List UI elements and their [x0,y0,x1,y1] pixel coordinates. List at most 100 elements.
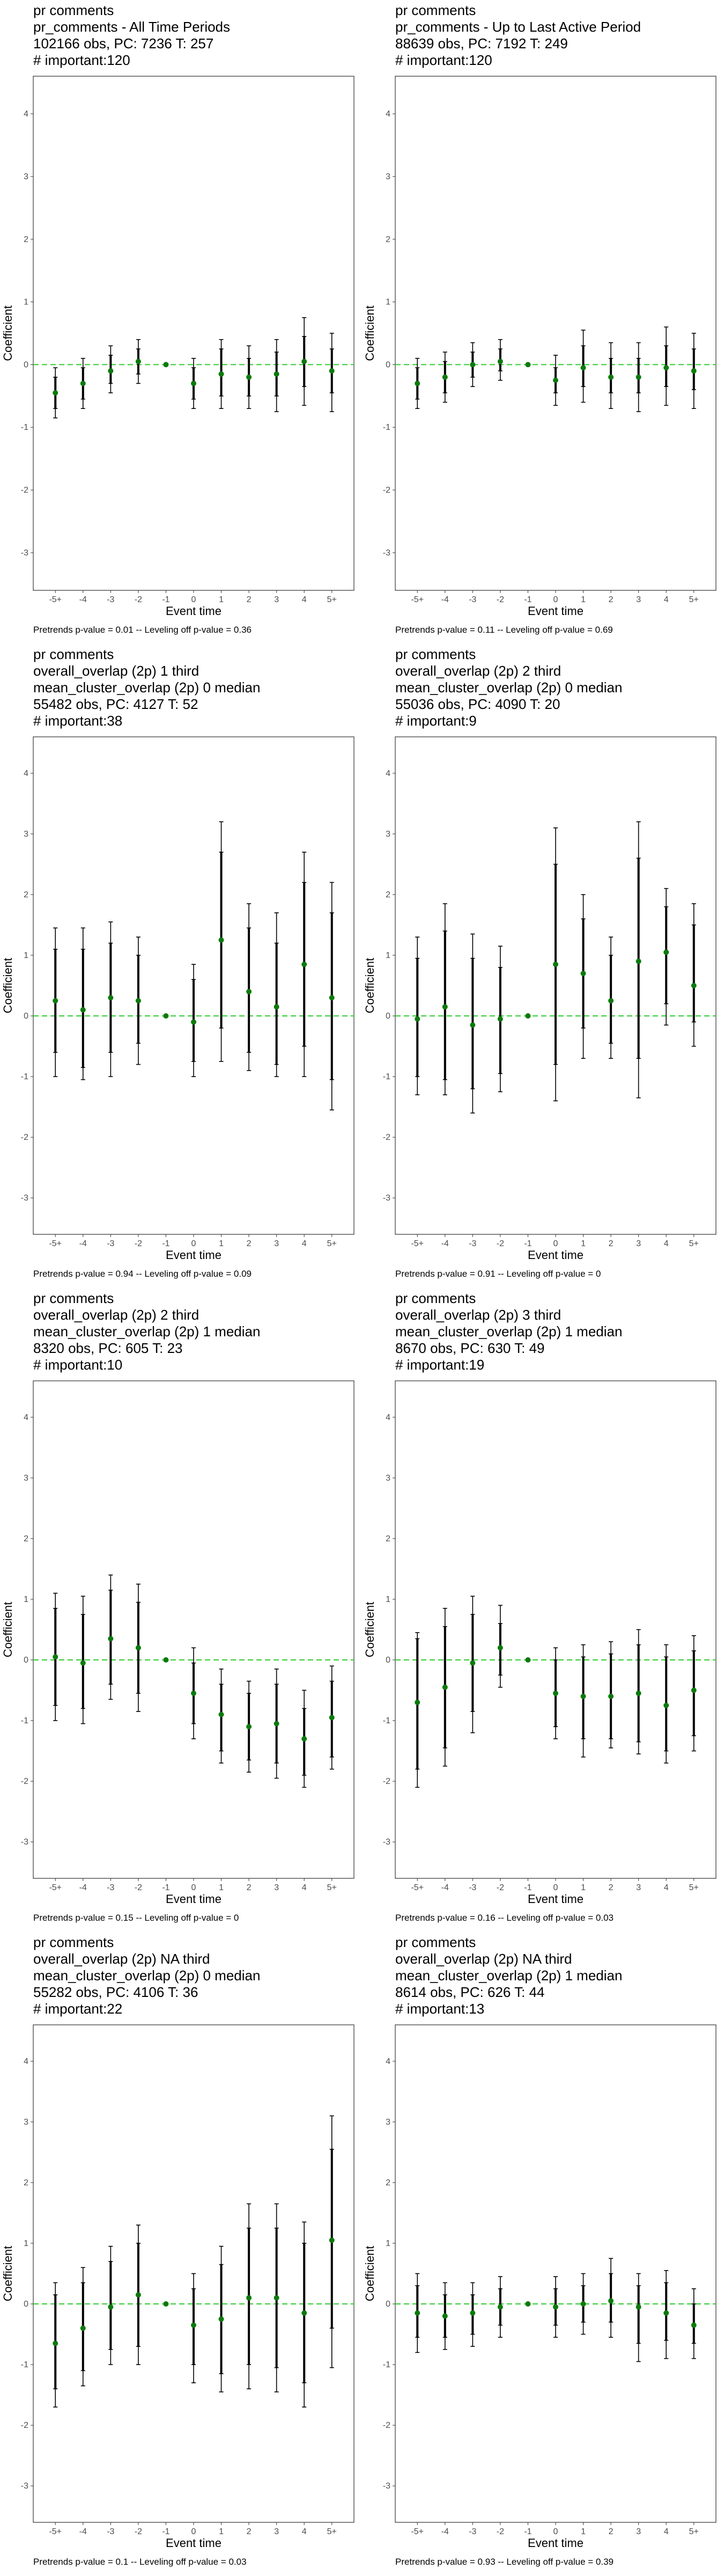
estimate-point [636,958,641,964]
estimate-point [553,2304,558,2310]
x-tick-label: -3 [469,595,476,604]
y-tick-label: 2 [386,890,390,899]
y-tick-label: -3 [21,1838,28,1847]
estimate-point [191,1019,196,1025]
plot-area [395,2024,716,2523]
header-line-1: pr comments [395,1290,476,1306]
x-tick-label: -4 [79,595,87,604]
x-tick-label: 0 [553,595,558,604]
estimate-point [525,362,531,368]
x-tick-label: 0 [191,1883,196,1892]
x-tick-label: -1 [524,1883,531,1892]
header-line-3: mean_cluster_overlap (2p) 0 median [33,1967,261,1984]
y-tick-label: 2 [24,890,28,899]
x-tick-label: -3 [469,2527,476,2536]
estimate-point [415,2310,420,2316]
header-line-5: # important:22 [33,2001,123,2017]
y-tick-label: 4 [24,109,28,119]
estimate-point [691,1687,697,1693]
estimate-point [274,1721,279,1726]
estimate-point [163,2301,169,2307]
estimate-point [497,1016,503,1022]
header-line-4: 8614 obs, PC: 626 T: 44 [395,1984,545,2000]
estimate-point [274,2295,279,2301]
header-line-1: pr comments [33,2,114,18]
y-tick-label: 1 [24,951,28,960]
y-tick-label: 4 [24,2057,28,2066]
header-line-1: pr comments [395,2,476,18]
y-tick-label: -1 [21,1716,28,1725]
x-tick-label: -4 [441,2527,449,2536]
estimate-point [415,380,420,386]
x-tick-label: 2 [609,595,614,604]
x-tick-label: 1 [581,1883,586,1892]
estimate-point [442,374,448,380]
x-tick-label: 2 [609,1239,614,1248]
estimate-point [108,368,114,374]
x-tick-label: 0 [553,2527,558,2536]
estimate-point [246,374,252,380]
header-line-4: 8320 obs, PC: 605 T: 23 [33,1340,183,1356]
x-tick-label: 1 [219,595,224,604]
y-tick-label: -1 [383,1072,390,1081]
x-tick-label: 1 [219,1239,224,1248]
estimate-point [218,371,224,377]
y-tick-label: 4 [386,2057,390,2066]
header-line-2: pr_comments - Up to Last Active Period [395,19,641,35]
y-tick-label: 1 [24,1595,28,1604]
header-line-2: overall_overlap (2p) NA third [395,1951,572,1967]
x-tick-label: -3 [469,1239,476,1248]
x-tick-label: -3 [107,1883,114,1892]
estimate-point [80,1007,86,1013]
x-tick-label: 2 [247,2527,252,2536]
estimate-point [246,1724,252,1730]
y-tick-label: -2 [383,2421,390,2430]
chart-panel-4: pr comments overall_overlap (2p) 2 third m… [362,644,724,1288]
x-axis-label: Event time [166,2536,221,2550]
estimate-point [108,1636,114,1642]
y-tick-label: 3 [386,830,390,839]
estimate-point [636,2304,641,2310]
header-line-2: overall_overlap (2p) 2 third [33,1307,200,1323]
x-tick-label: -2 [497,1239,504,1248]
estimate-point [246,2295,252,2301]
y-tick-label: 4 [386,1413,390,1422]
estimate-point [470,2310,476,2316]
x-tick-label: -5+ [49,1883,62,1892]
estimate-point [80,380,86,386]
x-tick-label: -1 [162,1239,169,1248]
y-tick-label: -3 [383,2482,390,2491]
y-tick-label: 4 [386,109,390,119]
estimate-point [329,995,335,1001]
header-line-1: pr comments [33,1290,114,1306]
x-tick-label: 4 [302,1239,307,1248]
estimate-point [108,995,114,1001]
y-tick-label: 3 [24,830,28,839]
estimate-point [497,358,503,364]
chart-header: pr comments overall_overlap (2p) 3 third m… [395,1290,622,1373]
pvalue-footer: Pretrends p-value = 0.1 -- Leveling off … [33,2557,247,2567]
pvalue-footer: Pretrends p-value = 0.93 -- Leveling off… [395,2557,614,2567]
y-tick-label: 4 [24,769,28,778]
x-tick-label: -1 [162,2527,169,2536]
x-axis-label: Event time [528,2536,583,2550]
estimate-point [553,377,558,383]
chart-panel-2: pr comments pr_comments - Up to Last Acti… [362,0,724,644]
header-line-1: pr comments [395,646,476,662]
estimate-point [53,998,58,1004]
x-tick-label: -3 [107,2527,114,2536]
y-axis-label: Coefficient [363,305,376,361]
y-tick-label: 2 [386,1534,390,1543]
x-tick-label: 3 [274,1883,279,1892]
estimate-point [301,1736,307,1741]
x-tick-label: -4 [441,1883,449,1892]
header-line-2: overall_overlap (2p) 3 third [395,1307,562,1323]
y-tick-label: 1 [386,951,390,960]
x-tick-label: 4 [302,595,307,604]
estimate-point [163,1657,169,1663]
estimate-point [163,362,169,368]
x-tick-label: 0 [553,1239,558,1248]
x-tick-label: 3 [636,1239,641,1248]
chart-svg: -3 -2 -1 0 1 2 3 4 -5+ -4 -3 -2 -1 0 1 2 3 4 5+ Event time C… [1,736,354,1262]
